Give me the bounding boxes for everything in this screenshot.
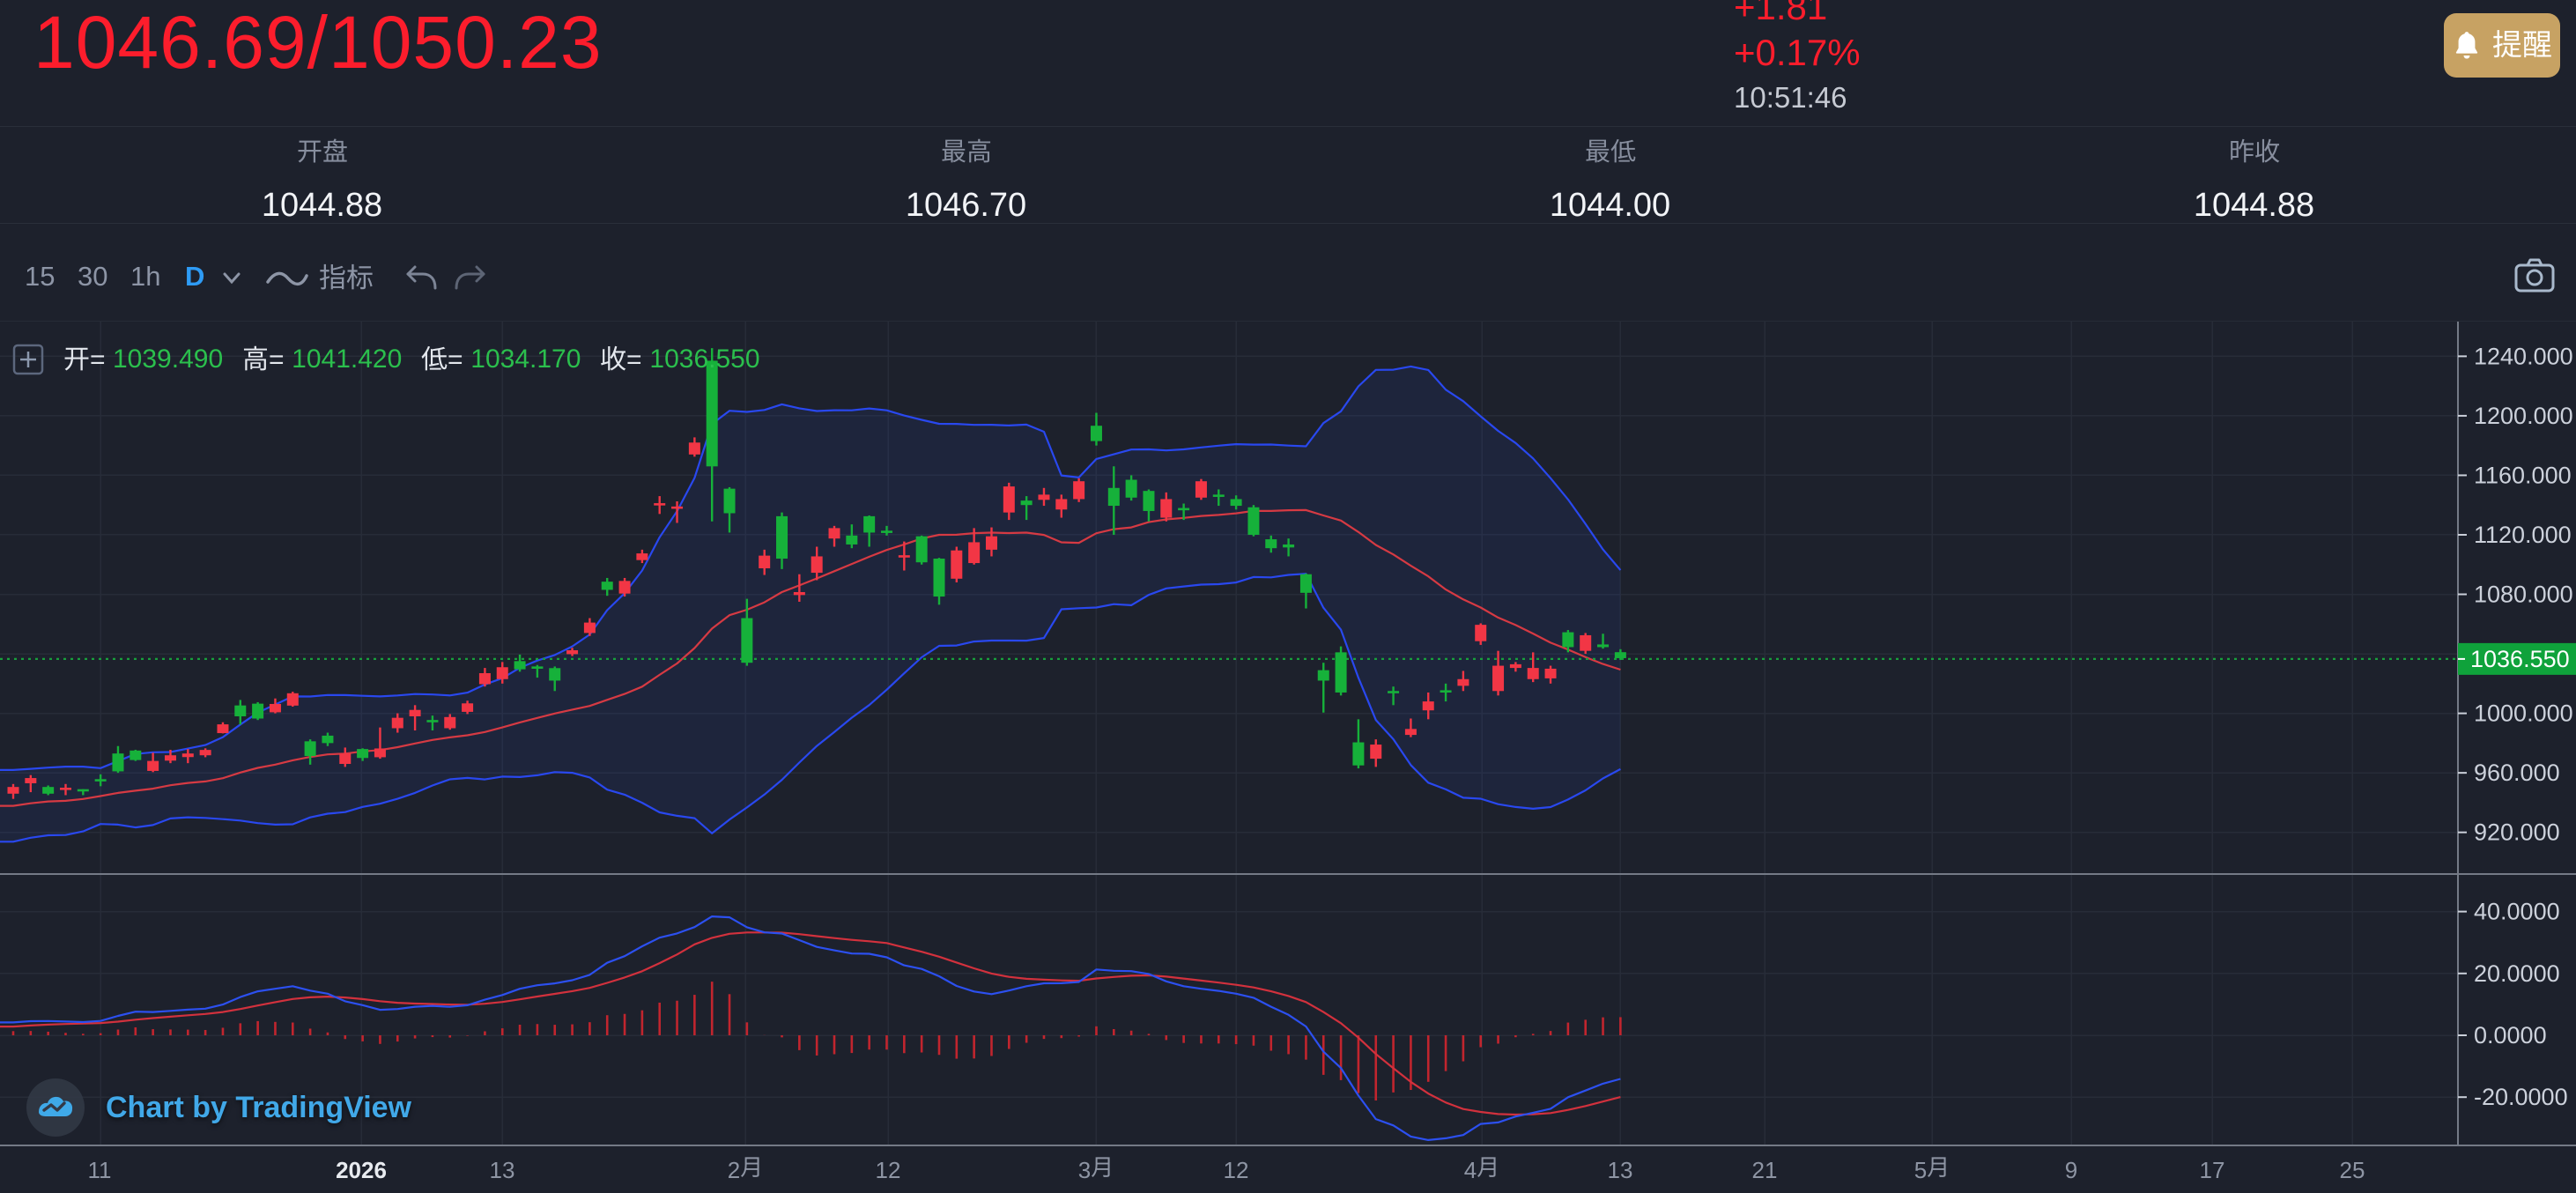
svg-text:1120.000: 1120.000 — [2474, 522, 2572, 548]
svg-text:5: 5 — [1914, 1157, 1927, 1183]
svg-text:13: 13 — [1608, 1157, 1633, 1183]
legend-close-value: 1036.550 — [649, 344, 760, 374]
svg-text:1200.000: 1200.000 — [2474, 403, 2573, 429]
stat-item: 1046.70 — [834, 137, 1099, 225]
legend-plus-icon[interactable] — [12, 344, 44, 375]
stat-value: 1044.88 — [261, 187, 383, 224]
stat-value: 1044.00 — [1549, 187, 1671, 224]
svg-text:13: 13 — [490, 1157, 515, 1183]
stat-label — [2122, 137, 2387, 167]
legend-open-value: 1039.490 — [113, 344, 224, 374]
ohlc-legend: = 1039.490 = 1041.420 = 1034.170 = 1036.550 — [12, 344, 760, 375]
svg-text:1240.000: 1240.000 — [2474, 343, 2573, 369]
interval-button-30[interactable]: 30 — [78, 261, 108, 292]
stat-label — [190, 137, 455, 167]
stat-value: 1046.70 — [905, 187, 1027, 224]
svg-text:1080.000: 1080.000 — [2474, 582, 2573, 608]
divider — [0, 223, 2576, 224]
svg-text:=: = — [269, 345, 285, 374]
tradingview-attribution[interactable]: Chart by TradingView — [26, 1078, 411, 1137]
svg-text:11: 11 — [88, 1157, 112, 1183]
chevron-down-icon[interactable] — [218, 270, 245, 292]
svg-text:4: 4 — [1464, 1157, 1477, 1183]
price-change: +1.81 — [1734, 0, 1828, 27]
tradingview-logo — [26, 1078, 85, 1137]
svg-text:2: 2 — [728, 1157, 740, 1183]
legend-low-label: = — [421, 344, 463, 375]
stat-label — [1478, 137, 1743, 167]
interval-button-1h[interactable]: 1h — [130, 261, 161, 292]
stat-value: 1044.88 — [2193, 187, 2315, 224]
candles — [7, 348, 1626, 799]
price-change-percent: +0.17% — [1734, 32, 1861, 73]
svg-text:40.0000: 40.0000 — [2474, 899, 2560, 925]
bell-icon — [2452, 30, 2482, 62]
alert-button-label — [2492, 27, 2552, 63]
macd-panel — [0, 915, 1622, 1142]
legend-low-value: 1034.170 — [470, 344, 581, 374]
line-chart-icon[interactable] — [264, 264, 310, 297]
alert-button[interactable] — [2444, 13, 2560, 78]
grid — [0, 322, 2458, 1145]
divider — [0, 321, 2576, 322]
current-price-tag — [2458, 642, 2576, 675]
stat-item: 1044.88 — [190, 137, 455, 225]
divider — [0, 126, 2576, 127]
svg-text:-20.0000: -20.0000 — [2474, 1084, 2568, 1110]
interval-button-D[interactable]: D — [185, 261, 205, 292]
svg-text:960.000: 960.000 — [2474, 760, 2560, 786]
svg-text:=: = — [90, 345, 106, 374]
candlestick-chart[interactable]: 1240.000 1200.000 1160.000 1120.000 1080.000… — [0, 322, 2576, 1193]
interval-button-15[interactable]: 15 — [25, 261, 56, 292]
svg-text:=: = — [448, 345, 463, 374]
camera-icon[interactable] — [2513, 257, 2556, 299]
svg-text:21: 21 — [1752, 1157, 1778, 1183]
svg-text:25: 25 — [2340, 1157, 2365, 1183]
svg-text:20.0000: 20.0000 — [2474, 960, 2560, 987]
indicators-button[interactable] — [319, 261, 374, 294]
legend-close-label: = — [600, 344, 642, 375]
svg-text:9: 9 — [2065, 1157, 2077, 1183]
attribution-text: Chart by TradingView — [106, 1090, 412, 1124]
bollinger-fill — [0, 366, 1621, 842]
svg-text:=: = — [626, 345, 642, 374]
legend-high-label: = — [242, 344, 285, 375]
svg-text:0.0000: 0.0000 — [2474, 1022, 2547, 1049]
symbol-price: 1046.69/1050.23 — [33, 1, 603, 84]
svg-text:2026: 2026 — [336, 1157, 387, 1183]
svg-text:1160.000: 1160.000 — [2474, 462, 2572, 488]
svg-text:3: 3 — [1078, 1157, 1091, 1183]
svg-text:12: 12 — [1224, 1157, 1249, 1183]
stat-item: 1044.88 — [2122, 137, 2387, 225]
quote-time: 10:51:46 — [1734, 81, 1847, 114]
legend-open-label: = — [63, 344, 106, 375]
svg-text:12: 12 — [876, 1157, 901, 1183]
svg-text:17: 17 — [2200, 1157, 2225, 1183]
legend-high-value: 1041.420 — [292, 344, 403, 374]
undo-icon[interactable] — [403, 263, 439, 299]
svg-text:1000.000: 1000.000 — [2474, 700, 2573, 727]
stat-label — [834, 137, 1099, 167]
svg-text:1036.550: 1036.550 — [2470, 646, 2570, 672]
svg-text:920.000: 920.000 — [2474, 819, 2560, 846]
redo-icon[interactable] — [453, 263, 488, 299]
stat-item: 1044.00 — [1478, 137, 1743, 225]
